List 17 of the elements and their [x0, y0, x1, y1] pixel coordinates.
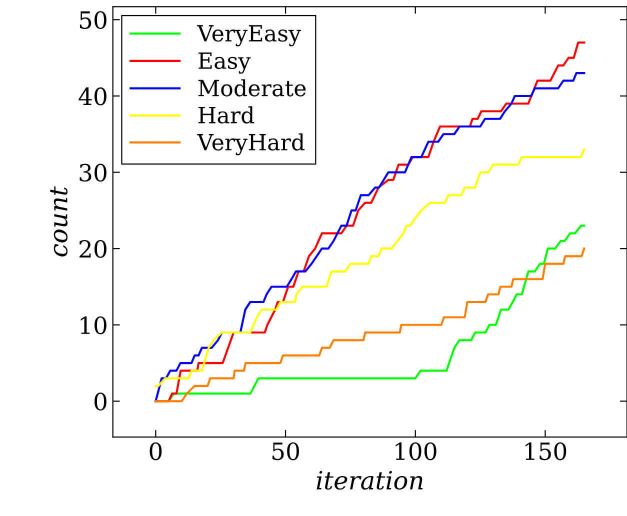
legend-label: Moderate: [198, 79, 306, 96]
legend-label: Hard: [198, 106, 254, 124]
x-tick-label: 0: [150, 442, 162, 460]
x-tick-label: 150: [526, 442, 566, 460]
y-tick-label: 40: [78, 87, 106, 106]
legend-label: VeryHard: [197, 133, 304, 156]
y-tick-label: 30: [80, 164, 106, 182]
x-tick-label: 100: [396, 442, 436, 460]
y-tick-label: 10: [80, 316, 106, 334]
x-tick-label: 50: [272, 442, 299, 460]
x-axis-title: iteration: [316, 470, 423, 490]
legend-label: VeryEasy: [197, 25, 302, 46]
y-tick-label: 0: [94, 392, 106, 410]
y-tick-label: 20: [80, 240, 106, 258]
y-tick-label: 50: [80, 11, 106, 29]
y-axis-title: count: [50, 186, 68, 256]
legend-label: Easy: [198, 52, 251, 74]
